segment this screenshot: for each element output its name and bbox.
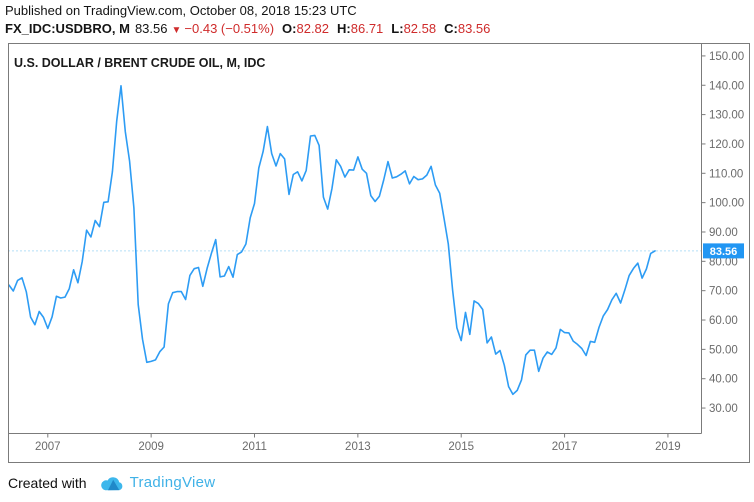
- y-axis-label: 150.00: [709, 51, 744, 63]
- close-value: 83.56: [457, 21, 491, 36]
- ticker-symbol: FX_IDC:USDBRO, M: [5, 21, 130, 36]
- ticker-line: FX_IDC:USDBRO, M 83.56 ▼ −0.43 (−0.51%) O:82…: [5, 21, 490, 36]
- high-label: H:: [337, 21, 351, 36]
- y-axis-label: 80.00: [709, 256, 738, 268]
- y-axis-label: 70.00: [709, 286, 738, 298]
- price-change: −0.43 (−0.51%): [184, 21, 275, 36]
- y-axis-label: 40.00: [709, 374, 738, 386]
- low-pair: L:82.58: [391, 21, 436, 36]
- x-axis-label: 2019: [655, 441, 681, 453]
- high-value: 86.71: [350, 21, 384, 36]
- x-axis-label: 2011: [242, 441, 267, 453]
- y-axis-label: 100.00: [709, 198, 744, 210]
- y-axis-label: 60.00: [709, 315, 738, 327]
- high-pair: H:86.71: [337, 21, 383, 36]
- x-axis-label: 2007: [35, 441, 61, 453]
- y-axis-label: 140.00: [709, 80, 744, 92]
- x-axis-label: 2015: [448, 441, 474, 453]
- tradingview-logo-icon[interactable]: [99, 475, 123, 491]
- y-axis-label: 130.00: [709, 110, 744, 122]
- y-axis-label: 110.00: [709, 168, 743, 180]
- price-chart[interactable]: 150.00 140.00 130.00 120.00 110.00 100.00 90.0…: [8, 43, 750, 463]
- down-triangle-icon: ▼: [171, 25, 182, 36]
- chart-title: U.S. DOLLAR / BRENT CRUDE OIL, M, IDC: [14, 56, 265, 70]
- low-label: L:: [391, 21, 404, 36]
- series-line: [8, 84, 656, 396]
- x-axis-label: 2013: [345, 441, 371, 453]
- y-axis-label: 90.00: [709, 227, 738, 239]
- last-price-badge-text: 83.56: [710, 246, 738, 258]
- tradingview-link[interactable]: TradingView: [129, 474, 216, 491]
- last-price: 83.56: [134, 21, 168, 36]
- created-with-label: Created with: [8, 474, 87, 491]
- x-axis-label: 2017: [552, 441, 578, 453]
- published-line: Published on TradingView.com, October 08…: [5, 3, 357, 18]
- open-label: O:: [282, 21, 297, 36]
- open-pair: O:82.82: [282, 21, 329, 36]
- footer: Created with TradingView: [8, 474, 215, 491]
- low-value: 82.58: [403, 21, 437, 36]
- close-label: C:: [444, 21, 458, 36]
- y-axis-label: 30.00: [709, 403, 738, 415]
- x-axis-label: 2009: [138, 441, 164, 453]
- last-price-badge: [703, 243, 744, 259]
- chart-outer-frame: [8, 43, 750, 463]
- close-pair: C:83.56: [444, 21, 490, 36]
- y-axis-label: 120.00: [709, 139, 744, 151]
- open-value: 82.82: [296, 21, 330, 36]
- y-axis-label: 50.00: [709, 344, 738, 356]
- chart-plot-area[interactable]: [8, 43, 701, 433]
